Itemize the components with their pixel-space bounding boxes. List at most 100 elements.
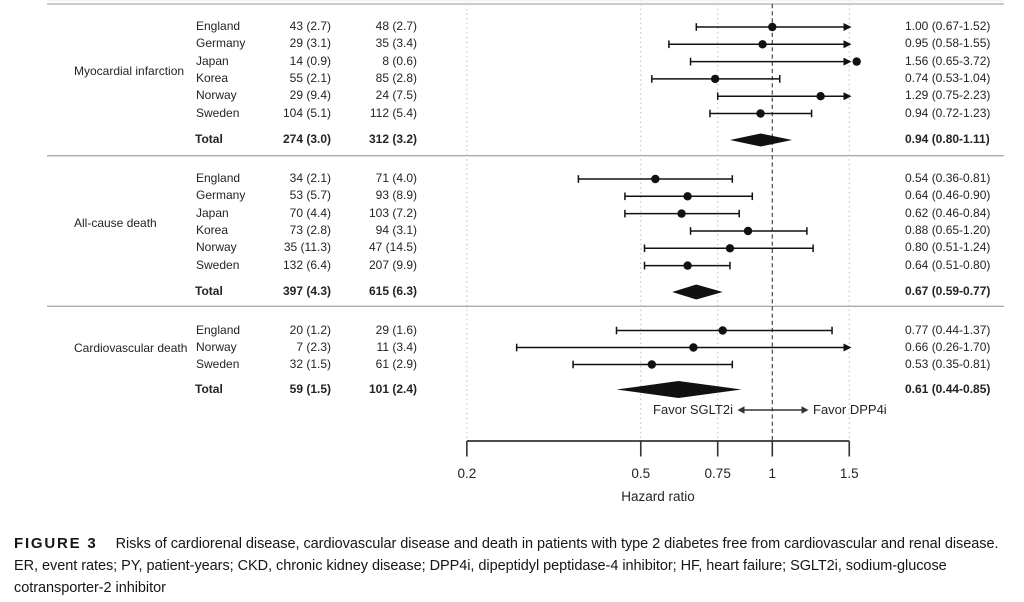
favor-arrow-right-head [801,406,809,414]
row-hr-ci: 0.80 (0.51-1.24) [905,240,991,255]
row-dpp4i-events: 94 (3.1) [375,223,417,237]
point-estimate [647,360,657,369]
ci-arrow-high [843,343,852,352]
row-dpp4i-events: 29 (1.6) [375,322,417,337]
total-diamond [729,133,793,147]
total-label: Total [195,284,223,298]
point-estimate [683,261,692,270]
outcome-label: Myocardial infarction [74,63,185,78]
row-hr-ci: 1.29 (0.75-2.23) [905,88,991,103]
figure-caption-label: FIGURE 3 [14,535,98,552]
row-sglt2i-events: 43 (2.7) [289,19,331,33]
figure-text-layer: Myocardial infarction England 43 (2.7) 48 (… [74,19,991,504]
row-country-label: Japan [196,53,229,68]
row-hr-ci: 0.64 (0.51-0.80) [905,257,991,272]
row-hr-ci: 1.00 (0.67-1.52) [905,19,991,33]
x-tick-label: 1 [768,466,777,481]
row-country-label: England [196,171,241,185]
row-country-label: Sweden [196,105,240,120]
row-hr-ci: 0.74 (0.53-1.04) [905,70,991,85]
row-country-label: England [196,19,241,33]
point-estimate [756,109,765,118]
point-estimate [710,74,720,84]
row-dpp4i-events: 24 (7.5) [375,88,417,103]
row-country-label: Korea [196,70,229,85]
favor-arrow-left-head [737,406,745,414]
outcome-label: All-cause death [74,216,157,230]
row-hr-ci: 0.66 (0.26-1.70) [905,339,991,354]
row-country-label: Sweden [196,356,240,371]
row-sglt2i-events: 14 (0.9) [289,53,331,68]
row-country-label: England [196,322,241,337]
point-estimate [852,57,861,66]
total-dpp4i-events: 615 (6.3) [368,284,417,298]
row-dpp4i-events: 47 (14.5) [368,240,417,255]
point-estimate [689,343,698,352]
row-hr-ci: 0.53 (0.35-0.81) [905,356,991,371]
row-dpp4i-events: 8 (0.6) [382,53,417,68]
point-estimate [743,226,753,236]
row-sglt2i-events: 55 (2.1) [289,70,331,85]
point-estimate [651,174,660,184]
total-label: Total [195,381,223,396]
ci-arrow-high [843,23,852,31]
x-axis-title: Hazard ratio [621,489,695,504]
row-dpp4i-events: 207 (9.9) [368,257,417,272]
row-country-label: Japan [196,205,229,220]
row-country-label: Germany [196,188,246,203]
x-tick-label: 1.5 [839,466,859,481]
point-estimate [683,192,692,201]
total-dpp4i-events: 101 (2.4) [368,381,417,396]
row-sglt2i-events: 104 (5.1) [282,105,331,120]
row-hr-ci: 0.95 (0.58-1.55) [905,36,991,51]
row-sglt2i-events: 34 (2.1) [289,171,331,185]
row-sglt2i-events: 132 (6.4) [282,257,331,272]
row-country-label: Korea [196,223,229,237]
total-label: Total [195,132,223,146]
row-sglt2i-events: 7 (2.3) [296,339,331,354]
row-dpp4i-events: 112 (5.4) [369,105,417,120]
total-hr-ci: 0.61 (0.44-0.85) [905,381,991,396]
point-estimate [677,209,686,218]
x-tick-label: 0.75 [704,466,731,481]
forest-plot-svg [47,0,1004,457]
row-hr-ci: 1.56 (0.65-3.72) [905,53,991,68]
row-hr-ci: 0.88 (0.65-1.20) [905,223,991,237]
row-dpp4i-events: 93 (8.9) [375,188,417,203]
row-country-label: Germany [196,36,246,51]
row-hr-ci: 0.94 (0.72-1.23) [905,105,991,120]
ci-arrow-high [843,92,852,101]
favor-left-label: Favor SGLT2i [653,402,733,417]
row-sglt2i-events: 70 (4.4) [289,205,331,220]
row-sglt2i-events: 29 (3.1) [289,36,331,51]
row-country-label: Norway [196,339,237,354]
row-sglt2i-events: 73 (2.8) [289,223,331,237]
row-country-label: Sweden [196,257,240,272]
total-hr-ci: 0.94 (0.80-1.11) [905,132,990,146]
row-dpp4i-events: 11 (3.4) [376,339,417,354]
row-sglt2i-events: 32 (1.5) [289,356,331,371]
row-sglt2i-events: 29 (9.4) [289,88,331,103]
total-sglt2i-events: 274 (3.0) [282,132,331,146]
outcome-label: Cardiovascular death [74,341,188,355]
total-diamond [616,381,742,398]
total-sglt2i-events: 59 (1.5) [289,381,331,396]
row-dpp4i-events: 85 (2.8) [375,70,417,85]
row-dpp4i-events: 35 (3.4) [375,36,417,51]
row-country-label: Norway [196,88,237,103]
point-estimate [768,22,777,32]
ci-arrow-high [843,57,852,66]
total-dpp4i-events: 312 (3.2) [368,132,417,146]
row-dpp4i-events: 48 (2.7) [375,19,417,33]
favor-right-label: Favor DPP4i [813,402,887,417]
total-diamond [672,284,723,300]
ci-arrow-high [843,40,852,49]
row-sglt2i-events: 53 (5.7) [289,188,331,203]
row-dpp4i-events: 71 (4.0) [375,171,417,185]
row-hr-ci: 0.77 (0.44-1.37) [905,322,991,337]
x-tick-label: 0.2 [457,466,477,481]
figure-caption-text: Risks of cardiorenal disease, cardiovasc… [14,536,999,596]
row-country-label: Norway [196,240,237,255]
point-estimate [718,326,727,335]
